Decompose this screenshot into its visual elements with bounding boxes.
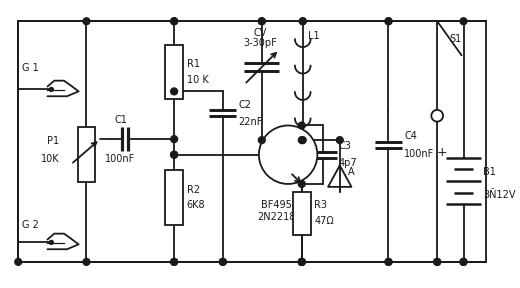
Text: 10K: 10K xyxy=(41,154,59,164)
Circle shape xyxy=(300,137,306,143)
Circle shape xyxy=(298,122,305,129)
Text: CV: CV xyxy=(253,28,267,38)
Circle shape xyxy=(83,18,90,25)
Circle shape xyxy=(434,259,440,265)
Text: S1: S1 xyxy=(449,34,461,44)
Text: C2: C2 xyxy=(239,100,252,109)
Text: 2N2218: 2N2218 xyxy=(257,212,296,222)
Circle shape xyxy=(15,259,22,265)
Circle shape xyxy=(385,259,392,265)
Circle shape xyxy=(298,181,305,187)
Circle shape xyxy=(385,18,392,25)
Circle shape xyxy=(300,18,306,25)
Text: R3: R3 xyxy=(315,200,328,210)
Text: R2: R2 xyxy=(187,185,200,195)
Circle shape xyxy=(298,259,305,265)
Circle shape xyxy=(49,88,54,91)
Circle shape xyxy=(300,18,306,25)
Text: 3-30pF: 3-30pF xyxy=(243,38,277,48)
Text: P1: P1 xyxy=(47,136,59,146)
Circle shape xyxy=(258,18,265,25)
Circle shape xyxy=(171,259,177,265)
FancyBboxPatch shape xyxy=(165,45,183,99)
Circle shape xyxy=(171,18,177,25)
Text: 100nF: 100nF xyxy=(106,154,136,164)
Circle shape xyxy=(460,259,467,265)
Text: 47Ω: 47Ω xyxy=(315,216,334,226)
Text: 10 K: 10 K xyxy=(187,75,209,85)
Circle shape xyxy=(259,126,317,184)
Text: R1: R1 xyxy=(187,59,200,69)
Text: 3Ñ12V: 3Ñ12V xyxy=(483,190,515,200)
Circle shape xyxy=(460,259,467,265)
Circle shape xyxy=(219,259,226,265)
Text: 6K8: 6K8 xyxy=(187,200,205,210)
Circle shape xyxy=(258,137,265,143)
Circle shape xyxy=(258,18,265,25)
Text: A: A xyxy=(347,167,354,177)
Circle shape xyxy=(171,136,177,143)
Circle shape xyxy=(298,259,305,265)
Text: B1: B1 xyxy=(483,167,496,177)
Circle shape xyxy=(298,137,305,143)
FancyBboxPatch shape xyxy=(165,170,183,225)
Text: +: + xyxy=(437,146,447,159)
Circle shape xyxy=(385,259,392,265)
Circle shape xyxy=(336,137,343,143)
Circle shape xyxy=(171,151,177,158)
Text: BF495: BF495 xyxy=(261,200,292,210)
Circle shape xyxy=(219,259,226,265)
Circle shape xyxy=(298,259,305,265)
Text: C1: C1 xyxy=(114,115,127,125)
Text: L1: L1 xyxy=(308,31,319,41)
Circle shape xyxy=(460,18,467,25)
FancyBboxPatch shape xyxy=(77,127,95,182)
Circle shape xyxy=(171,151,177,158)
Circle shape xyxy=(385,18,392,25)
Text: G 1: G 1 xyxy=(22,63,39,73)
Circle shape xyxy=(49,240,54,244)
Circle shape xyxy=(432,110,443,122)
Text: C3: C3 xyxy=(339,141,352,151)
Text: C4: C4 xyxy=(404,131,417,141)
Circle shape xyxy=(171,259,177,265)
Circle shape xyxy=(298,259,305,265)
Text: 4p7: 4p7 xyxy=(339,158,357,168)
Circle shape xyxy=(83,259,90,265)
Circle shape xyxy=(434,259,440,265)
Circle shape xyxy=(171,88,177,95)
Text: 22nF: 22nF xyxy=(239,117,263,127)
FancyBboxPatch shape xyxy=(293,192,310,235)
Text: G 2: G 2 xyxy=(22,220,39,230)
Text: 100nF: 100nF xyxy=(404,149,434,159)
Circle shape xyxy=(171,18,177,25)
